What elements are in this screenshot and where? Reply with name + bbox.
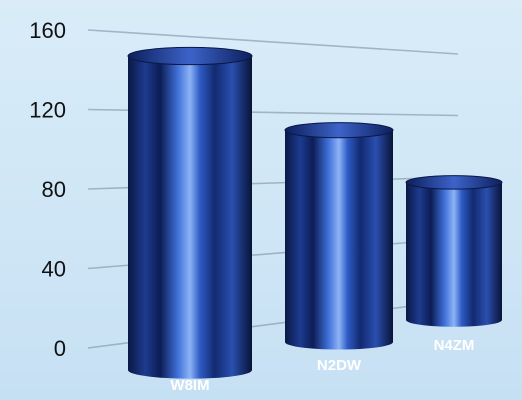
y-tick-label: 120 [29, 98, 66, 123]
x-tick-label: N4ZM [434, 337, 475, 354]
x-tick-label: N2DW [317, 357, 362, 374]
bar-N2DW [284, 122, 394, 350]
grid-line-160 [87, 29, 459, 55]
bar-W8IM [127, 46, 253, 379]
y-axis: 0 40 80 120 160 [29, 18, 66, 361]
y-tick-label: 40 [42, 257, 66, 282]
bar-top [284, 122, 394, 139]
y-tick-label: 80 [42, 177, 66, 202]
bar-body [406, 182, 502, 327]
bar-body [128, 56, 252, 379]
bar-top [127, 46, 253, 66]
x-axis-labels: W8IM N2DW N4ZM [170, 337, 474, 394]
bar-N4ZM [405, 175, 503, 327]
y-tick-label: 160 [29, 18, 66, 43]
y-tick-label: 0 [54, 336, 66, 361]
bar-top [405, 175, 503, 190]
bars [127, 46, 503, 379]
x-tick-label: W8IM [170, 377, 209, 394]
bar-body [285, 130, 393, 350]
